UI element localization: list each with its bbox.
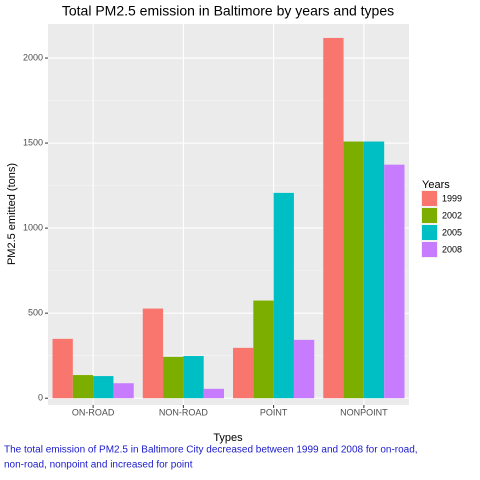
chart-title: Total PM2.5 emission in Baltimore by yea… [62,3,394,19]
x-tick-label: ON-ROAD [72,407,115,417]
legend-key [422,242,437,257]
legend-label: 2005 [442,227,462,237]
bar [253,300,274,399]
bar [183,356,204,399]
legend-key [422,225,437,240]
bar [273,192,294,399]
caption-line: non-road, nonpoint and increased for poi… [4,460,193,471]
legend-key [422,208,437,223]
bar [323,37,344,399]
bar [203,388,224,399]
bar [113,383,134,399]
bar [363,141,385,399]
y-tick-label: 1000 [23,222,43,232]
bar [233,347,254,399]
legend-label: 2008 [442,244,462,254]
legend-key [422,191,437,206]
y-axis-title: PM2.5 emitted (tons) [6,163,18,265]
y-tick-label: 0 [38,393,43,403]
bar [52,338,73,399]
bar [142,308,164,399]
x-axis-title: Types [213,432,243,444]
y-tick-label: 500 [28,308,43,318]
caption-line: The total emission of PM2.5 in Baltimore… [4,445,418,456]
x-tick-label: NONPOINT [340,407,388,417]
y-tick-label: 1500 [23,137,43,147]
bar [384,164,405,399]
x-tick-label: NON-ROAD [159,407,208,417]
bar [163,356,184,399]
legend-label: 2002 [442,210,462,220]
bar [72,375,94,399]
bar [293,339,315,399]
y-tick-label: 2000 [23,52,43,62]
bar [343,141,364,399]
bar [93,376,114,399]
legend-label: 1999 [442,193,462,203]
legend-title: Years [422,179,450,191]
x-tick-label: POINT [260,407,288,417]
